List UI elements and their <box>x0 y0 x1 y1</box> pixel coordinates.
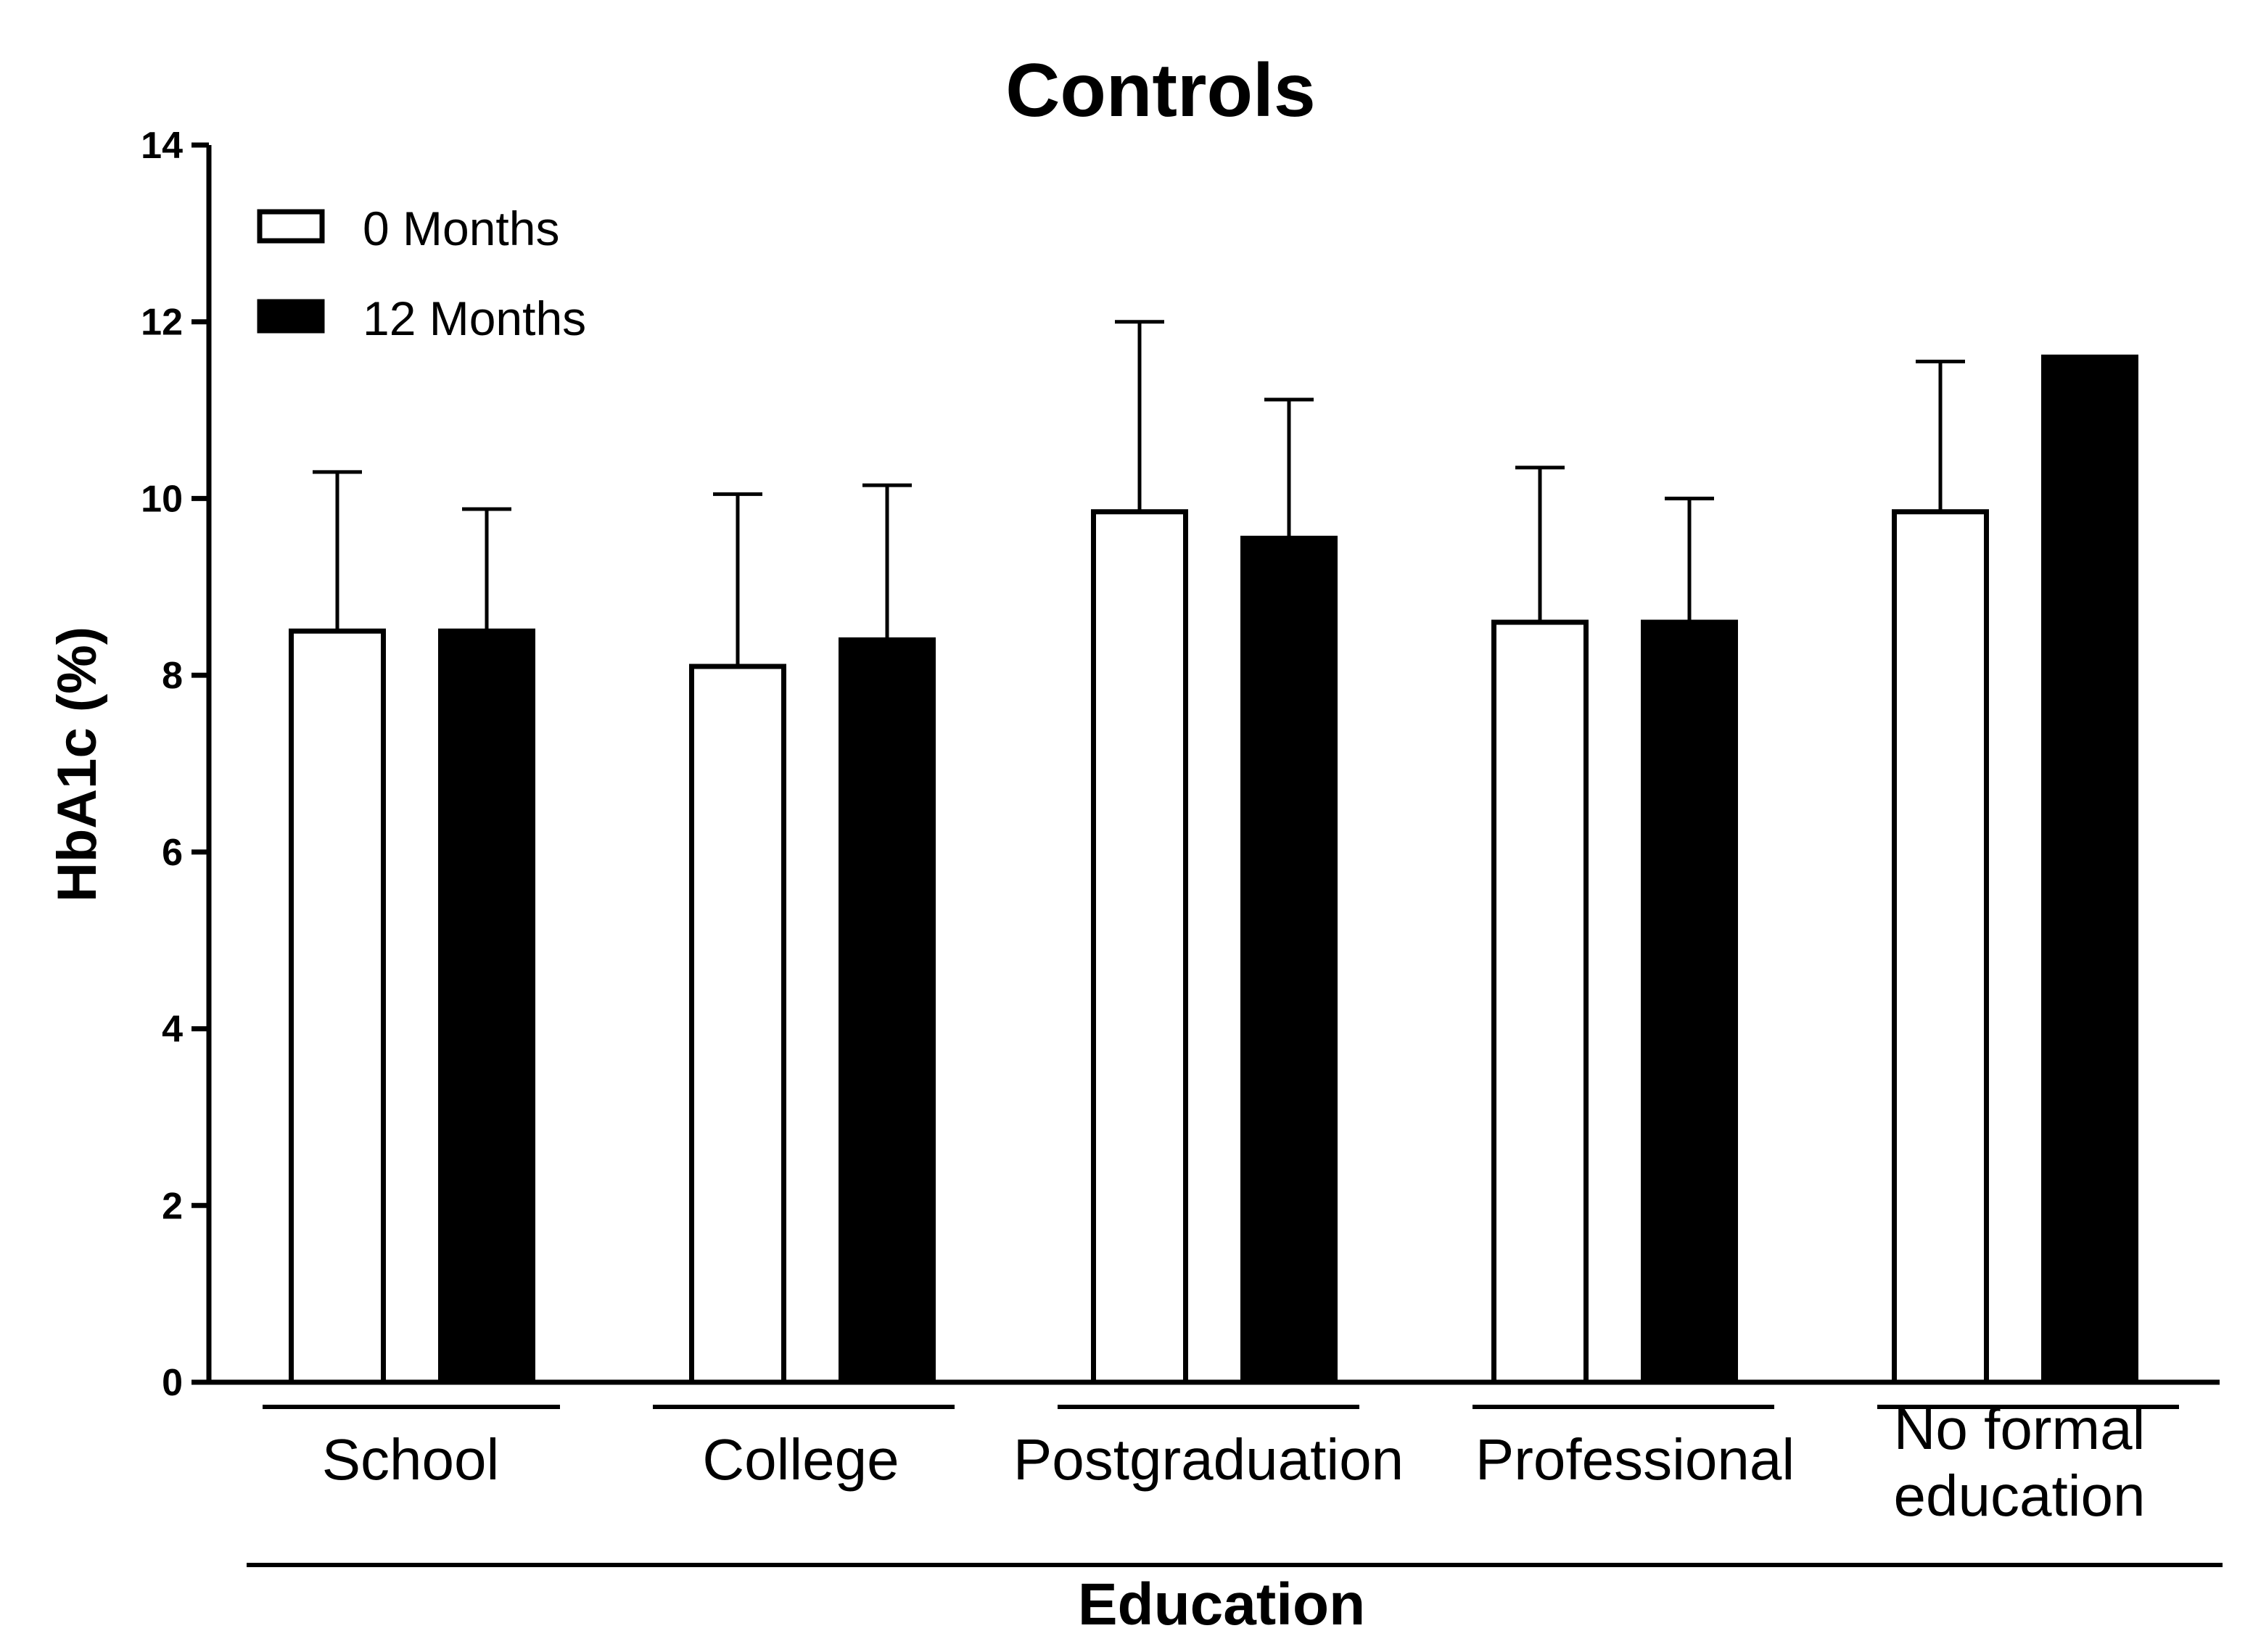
y-tick-label: 14 <box>141 125 183 167</box>
category-label: No formal <box>1894 1397 2146 1461</box>
bar-12-months <box>438 628 535 1385</box>
bar-12-months <box>1240 535 1338 1385</box>
category-label: School <box>322 1427 500 1492</box>
bar-12-months <box>1641 619 1738 1385</box>
category-label: College <box>702 1427 899 1492</box>
bar-0-months <box>1491 619 1589 1385</box>
x-axis-label: Education <box>1078 1572 1365 1637</box>
category-label: Professional <box>1475 1427 1795 1492</box>
chart-title: Controls <box>1005 49 1316 133</box>
legend-swatch-12-months <box>257 299 325 334</box>
legend-label-0-months: 0 Months <box>363 202 559 255</box>
bar-12-months <box>839 637 936 1385</box>
y-tick-label: 2 <box>162 1185 183 1227</box>
plot-area: 0 2 4 6 8 10 12 14 School College Postgraduation Pr… <box>141 125 2223 1567</box>
y-tick-label: 10 <box>141 478 183 520</box>
y-axis-label: HbA1c (%) <box>46 627 108 902</box>
y-tick-label: 0 <box>162 1362 183 1404</box>
legend-swatch-0-months <box>257 209 325 244</box>
y-tick-label: 4 <box>162 1009 183 1051</box>
y-tick-label: 12 <box>141 302 183 344</box>
y-tick-label: 8 <box>162 655 183 697</box>
bar-0-months <box>289 628 386 1385</box>
bar-0-months <box>1892 509 1989 1385</box>
legend-label-12-months: 12 Months <box>363 292 586 345</box>
bar-0-months <box>689 664 786 1385</box>
category-label: education <box>1894 1463 2146 1528</box>
category-label: Postgraduation <box>1013 1427 1404 1492</box>
y-tick-label: 6 <box>162 832 183 874</box>
bar-12-months <box>2041 354 2138 1385</box>
bar-0-months <box>1091 509 1188 1385</box>
